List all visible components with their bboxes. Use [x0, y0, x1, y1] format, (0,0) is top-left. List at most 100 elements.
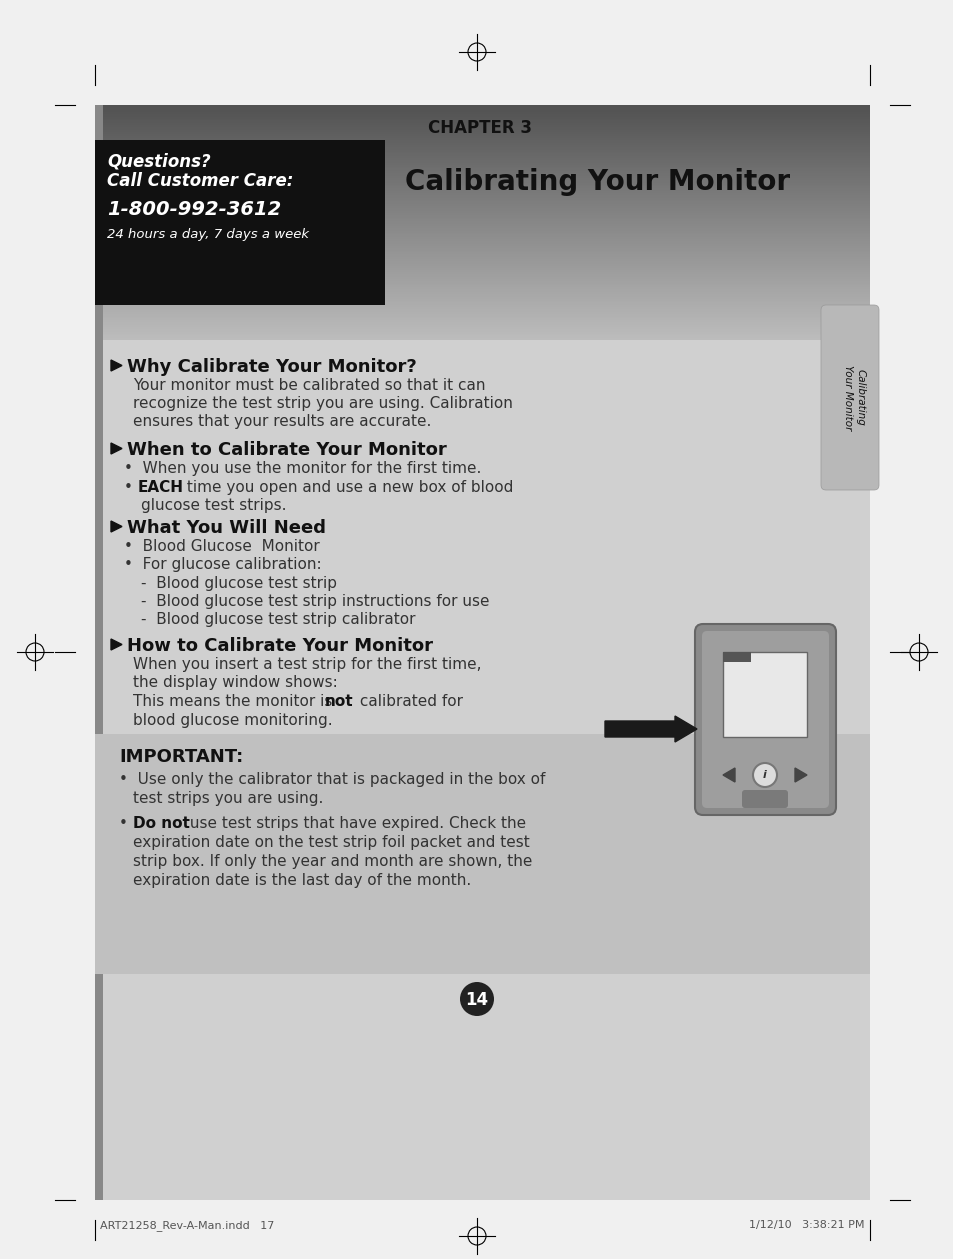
Bar	[95, 208, 869, 209]
Bar	[95, 107, 869, 110]
Text: 24 hours a day, 7 days a week: 24 hours a day, 7 days a week	[107, 228, 309, 240]
Bar	[95, 292, 869, 295]
Bar	[95, 212, 869, 214]
Bar	[95, 162, 869, 165]
Bar	[95, 308, 869, 311]
Bar	[95, 175, 869, 178]
Text: expiration date is the last day of the month.: expiration date is the last day of the m…	[132, 872, 471, 888]
Bar	[95, 232, 869, 234]
Bar	[95, 206, 869, 208]
Bar	[95, 189, 869, 190]
Text: What You Will Need: What You Will Need	[127, 519, 326, 538]
Bar	[95, 104, 103, 1200]
Bar	[95, 145, 869, 147]
Bar	[95, 121, 869, 123]
Text: 14: 14	[465, 991, 488, 1008]
Polygon shape	[111, 521, 122, 533]
Bar	[95, 183, 869, 185]
Bar	[95, 223, 869, 224]
Bar	[95, 209, 869, 210]
Bar	[95, 149, 869, 151]
Bar	[95, 136, 869, 137]
Bar	[95, 290, 869, 292]
Bar	[95, 199, 869, 201]
Bar	[95, 335, 869, 337]
Bar	[95, 111, 869, 113]
Bar	[95, 159, 869, 161]
Bar	[95, 200, 869, 203]
Bar	[95, 184, 869, 186]
Bar	[95, 244, 869, 247]
Text: time you open and use a new box of blood: time you open and use a new box of blood	[182, 480, 513, 495]
FancyArrow shape	[604, 716, 697, 742]
Bar	[95, 165, 869, 167]
Bar	[95, 120, 869, 121]
Bar	[95, 171, 869, 172]
Bar	[95, 201, 869, 204]
Text: •: •	[124, 480, 143, 495]
Bar	[95, 234, 869, 237]
Text: This means the monitor is: This means the monitor is	[132, 694, 337, 709]
Bar	[95, 113, 869, 116]
Polygon shape	[722, 768, 734, 782]
Bar	[95, 306, 869, 308]
Bar	[95, 116, 869, 118]
Text: blood glucose monitoring.: blood glucose monitoring.	[132, 713, 333, 728]
Polygon shape	[111, 443, 122, 454]
Bar	[95, 281, 869, 283]
Bar	[95, 185, 869, 188]
Bar	[95, 186, 869, 189]
Bar	[95, 253, 869, 256]
Bar	[95, 272, 869, 274]
Bar	[95, 205, 869, 206]
Text: EACH: EACH	[138, 480, 184, 495]
Bar	[95, 243, 869, 244]
Text: i: i	[762, 771, 766, 781]
Bar	[95, 334, 869, 336]
Text: •  Use only the calibrator that is packaged in the box of: • Use only the calibrator that is packag…	[119, 772, 545, 787]
Text: •  When you use the monitor for the first time.: • When you use the monitor for the first…	[124, 461, 481, 476]
Text: expiration date on the test strip foil packet and test: expiration date on the test strip foil p…	[132, 835, 529, 850]
Bar	[95, 274, 869, 277]
Bar	[95, 179, 869, 181]
Bar	[95, 332, 869, 334]
Bar	[95, 154, 869, 155]
Polygon shape	[111, 640, 122, 650]
Bar	[95, 327, 869, 330]
Bar	[95, 215, 869, 218]
Bar	[95, 251, 869, 253]
Bar	[95, 330, 869, 331]
Bar	[95, 142, 869, 145]
Bar	[95, 324, 869, 326]
Text: CHAPTER 3: CHAPTER 3	[428, 120, 532, 137]
Bar	[95, 279, 869, 281]
Circle shape	[752, 763, 776, 787]
Bar	[95, 339, 869, 341]
Bar	[95, 302, 869, 305]
Bar	[95, 298, 869, 301]
Bar	[95, 220, 869, 223]
Bar	[95, 174, 869, 176]
Text: Why Calibrate Your Monitor?: Why Calibrate Your Monitor?	[127, 358, 416, 376]
Bar	[95, 268, 869, 271]
Bar	[95, 237, 869, 239]
Bar	[95, 297, 869, 300]
Bar	[95, 198, 869, 200]
Text: When to Calibrate Your Monitor: When to Calibrate Your Monitor	[127, 441, 446, 460]
Bar	[95, 311, 869, 312]
FancyBboxPatch shape	[821, 305, 878, 490]
Bar	[95, 310, 869, 312]
Text: ensures that your results are accurate.: ensures that your results are accurate.	[132, 414, 431, 429]
FancyBboxPatch shape	[701, 631, 828, 808]
Bar	[95, 326, 869, 329]
Bar	[95, 293, 869, 295]
Text: 1/12/10   3:38:21 PM: 1/12/10 3:38:21 PM	[749, 1220, 864, 1230]
Bar	[95, 122, 869, 125]
Bar	[95, 296, 869, 297]
Bar	[95, 104, 869, 107]
Bar	[95, 137, 869, 138]
Bar	[95, 320, 869, 322]
Bar	[95, 110, 869, 112]
Text: Calibrating
Your Monitor: Calibrating Your Monitor	[841, 365, 864, 431]
Bar	[95, 313, 869, 315]
